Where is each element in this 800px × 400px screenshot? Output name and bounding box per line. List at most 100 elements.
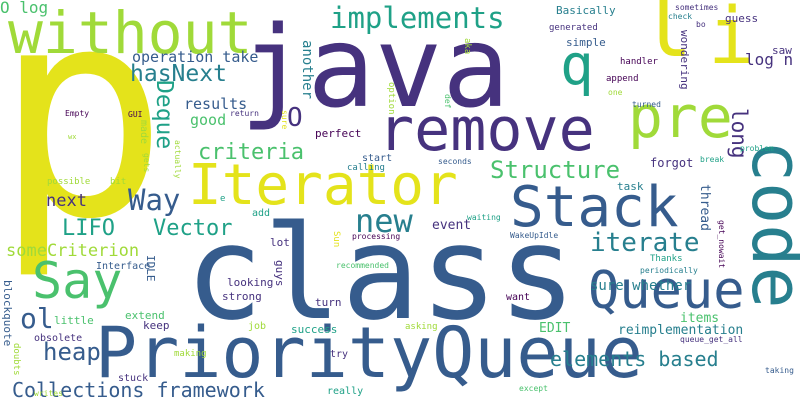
- word-perfect: perfect: [315, 127, 362, 140]
- word-saw: saw: [772, 44, 792, 57]
- word-recommended: recommended: [336, 261, 389, 270]
- word-writes: writes: [34, 389, 63, 398]
- word-criteria: criteria: [198, 140, 304, 165]
- word-interface: Interface: [96, 261, 151, 272]
- word-o: O: [287, 103, 303, 133]
- word-sure: sure: [280, 110, 289, 130]
- word-generated: generated: [549, 23, 598, 33]
- word-waiting: waiting: [467, 213, 501, 222]
- word-hasnext: hasNext: [130, 61, 227, 87]
- word-heap: heap: [43, 338, 101, 366]
- word-stack: Stack: [510, 175, 679, 240]
- word-aka: aka: [462, 38, 472, 55]
- word-processing: processing: [352, 232, 401, 241]
- word-made: made: [138, 120, 149, 145]
- word-blockquote: blockquote: [1, 280, 14, 347]
- word-edit: EDIT: [539, 321, 571, 336]
- word-items: items: [680, 311, 720, 326]
- word-code: code: [736, 140, 800, 309]
- word-e: e: [220, 194, 226, 204]
- word-asking: asking: [405, 322, 438, 332]
- word-idle: IDLE: [144, 255, 157, 282]
- word-doubts: doubts: [11, 343, 21, 376]
- word-bit: bit: [110, 177, 127, 187]
- word-priorityqueue: PriorityQueue: [95, 312, 643, 394]
- word-good: good: [190, 111, 227, 129]
- word-def: def: [443, 94, 452, 109]
- word-strong: strong: [222, 290, 262, 303]
- word-want: want: [506, 292, 531, 303]
- word-taking: taking: [765, 366, 794, 375]
- word-o-log: O log: [0, 0, 49, 17]
- word-class: class: [185, 197, 577, 349]
- word-wx: wx: [68, 133, 77, 141]
- word-sun: Sun: [331, 231, 341, 248]
- word-iterate: iterate: [590, 228, 700, 258]
- word-vector: Vector: [153, 216, 233, 241]
- word-keep: keep: [143, 319, 170, 332]
- word-iterator: Iterator: [188, 153, 458, 218]
- word-l: l: [640, 0, 693, 77]
- word-making: making: [174, 349, 207, 359]
- word-one: one: [608, 88, 623, 97]
- word-except: except: [519, 384, 548, 393]
- word-seconds: seconds: [438, 157, 472, 166]
- word-append: append: [606, 74, 639, 84]
- word-implements: implements: [330, 1, 505, 35]
- word-new: new: [355, 202, 413, 240]
- word-bo: bo: [696, 20, 706, 29]
- word-another: another: [299, 40, 315, 100]
- word-handler: handler: [620, 57, 658, 67]
- word-problem: problem: [740, 144, 774, 153]
- word-wondering: wondering: [678, 30, 691, 90]
- word-structure: Structure: [490, 156, 621, 184]
- word-success: success: [291, 323, 338, 336]
- word-get-nowait: get_nowait: [717, 220, 726, 269]
- word-gui: GUI: [128, 110, 143, 119]
- word-way: Way: [128, 183, 181, 217]
- word-break: break: [700, 155, 725, 164]
- word-long: long: [727, 108, 751, 159]
- word-collections-framework: Collections framework: [12, 378, 265, 400]
- word-simple: simple: [566, 36, 606, 49]
- word-ol: ol: [20, 302, 54, 335]
- word-lot: lot: [270, 236, 290, 249]
- word-possible: possible: [47, 177, 91, 187]
- word-q: q: [560, 33, 594, 98]
- word-option: option: [386, 82, 396, 115]
- word-reimplementation: reimplementation: [618, 323, 744, 338]
- word-say: Say: [32, 252, 123, 310]
- word-operation-take: operation take: [132, 48, 259, 66]
- word-job: job: [248, 321, 267, 332]
- word-queue-get-all: queue_get_all: [680, 335, 743, 344]
- word-empty: Empty: [65, 109, 90, 118]
- word-basically: Basically: [556, 4, 616, 17]
- word-forgot: forgot: [650, 156, 694, 170]
- word-periodically: periodically: [640, 266, 698, 275]
- word-start: start: [362, 153, 393, 164]
- word-check: check: [668, 12, 693, 21]
- word-looking: looking: [227, 276, 274, 289]
- word-sometimes: sometimes: [675, 3, 719, 12]
- word-turned: turned: [632, 100, 661, 109]
- word-add: add: [252, 208, 271, 219]
- word-results: results: [184, 95, 248, 113]
- word-stuck: stuck: [118, 373, 149, 384]
- word-java: java: [240, 3, 510, 133]
- word-guess: guess: [725, 12, 759, 25]
- word-somecriterion: someCriterion: [6, 241, 140, 261]
- word-turn: turn: [315, 296, 342, 309]
- word-lifo: LIFO: [62, 216, 115, 241]
- word-try: try: [330, 349, 349, 360]
- word-gets: gets: [142, 153, 151, 173]
- word-sure-whether: sure whether: [590, 278, 692, 294]
- word-return: return: [230, 109, 259, 118]
- word-event: event: [432, 218, 472, 233]
- word-calling: calling: [347, 163, 385, 173]
- word-thread: thread: [697, 184, 712, 231]
- word-extend: extend: [125, 309, 165, 322]
- word-log-n: log n: [745, 50, 794, 69]
- word-thanks: Thanks: [650, 254, 683, 264]
- word-without: without: [8, 0, 253, 67]
